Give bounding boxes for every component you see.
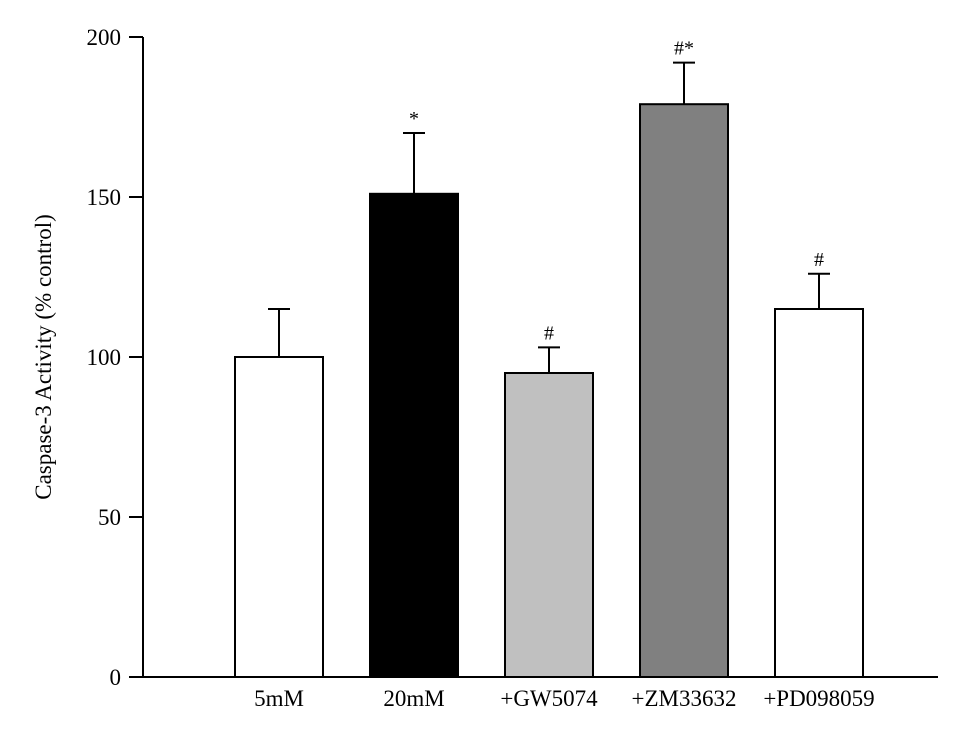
y-tick-label: 200 xyxy=(87,25,122,50)
y-tick-label: 0 xyxy=(110,665,122,690)
category-label: 20mM xyxy=(383,686,444,711)
significance-label: # xyxy=(814,249,824,271)
y-tick-label: 100 xyxy=(87,345,122,370)
category-label: +ZM33632 xyxy=(632,686,737,711)
y-tick-label: 50 xyxy=(98,505,121,530)
bar xyxy=(369,192,459,679)
significance-label: # xyxy=(544,322,554,344)
bar xyxy=(504,372,594,678)
bars-layer: * # #* # xyxy=(234,38,864,679)
bar xyxy=(234,356,324,678)
significance-label: #* xyxy=(674,38,694,60)
category-label: +PD098059 xyxy=(763,686,874,711)
category-label: 5mM xyxy=(254,686,304,711)
category-label: +GW5074 xyxy=(500,686,598,711)
y-tick-label: 150 xyxy=(87,185,122,210)
category-labels: 5mM 20mM +GW5074 +ZM33632 +PD098059 xyxy=(254,686,875,711)
bar xyxy=(774,308,864,678)
y-ticks: 0 50 100 150 200 xyxy=(87,25,143,690)
bar xyxy=(639,103,729,678)
y-axis-title: Caspase-3 Activity (% control) xyxy=(31,214,56,500)
significance-label: * xyxy=(409,108,419,130)
